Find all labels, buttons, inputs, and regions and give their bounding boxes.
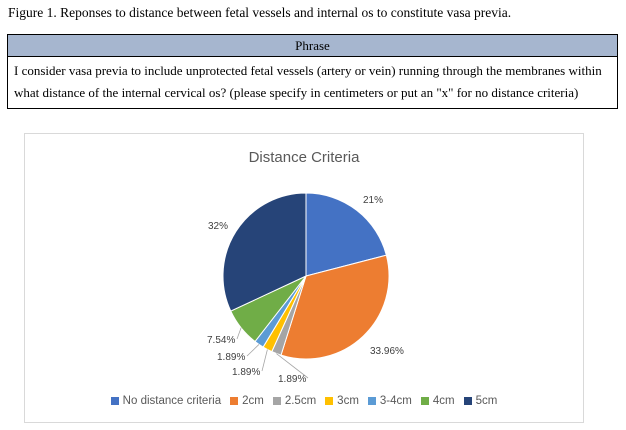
legend-label: 4cm xyxy=(432,395,455,407)
legend-swatch xyxy=(463,397,472,405)
leader-line xyxy=(236,327,242,340)
legend-swatch xyxy=(110,397,119,405)
legend-item: 3-4cm xyxy=(367,395,412,407)
legend-item: 4cm xyxy=(420,395,455,407)
legend-item: 5cm xyxy=(463,395,498,407)
phrase-table: Phrase I consider vasa previa to include… xyxy=(7,34,618,109)
legend-swatch xyxy=(272,397,281,405)
data-label: 1.89% xyxy=(278,374,306,385)
data-label: 1.89% xyxy=(232,367,260,378)
legend-label: 3cm xyxy=(337,395,359,407)
legend-item: No distance criteria xyxy=(110,395,222,407)
pie-chart-plot: Distance Criteria 21% 33.96% 1.89% 1.89% 1.8… xyxy=(207,149,404,385)
legend-swatch xyxy=(230,397,239,405)
phrase-table-text: I consider vasa previa to include unprot… xyxy=(14,63,602,100)
legend-label: 5cm xyxy=(475,395,498,407)
phrase-table-header: Phrase xyxy=(8,35,617,57)
leader-line xyxy=(276,353,309,379)
legend-label: No distance criteria xyxy=(122,395,222,407)
leader-line xyxy=(261,349,268,372)
legend-label: 2.5cm xyxy=(284,395,317,407)
chart-legend: No distance criteria 2cm 2.5cm 3cm 3-4cm 4cm 5… xyxy=(25,395,583,407)
figure-caption: Figure 1. Reponses to distance between f… xyxy=(8,5,512,20)
legend-item: 2cm xyxy=(230,395,264,407)
pie-slice-5cm xyxy=(222,192,307,312)
pie-slice-no-distance-criteria xyxy=(305,192,387,277)
data-label: 32% xyxy=(208,221,228,232)
legend-swatch xyxy=(420,397,429,405)
data-label: 33.96% xyxy=(370,346,404,357)
pie-chart: Distance Criteria 21% 33.96% 1.89% 1.89% 1.8… xyxy=(24,133,584,423)
chart-title: Distance Criteria xyxy=(249,149,361,166)
legend-item: 2.5cm xyxy=(272,395,317,407)
legend-label: 2cm xyxy=(242,395,264,407)
leader-line xyxy=(246,344,260,357)
legend-swatch xyxy=(325,397,334,405)
legend-swatch xyxy=(367,397,376,405)
data-label: 1.89% xyxy=(217,352,245,363)
legend-item: 3cm xyxy=(325,395,359,407)
legend-label: 3-4cm xyxy=(379,395,412,407)
data-label: 7.54% xyxy=(207,335,235,346)
data-label: 21% xyxy=(363,195,383,206)
pie-slice-2cm xyxy=(280,254,390,360)
